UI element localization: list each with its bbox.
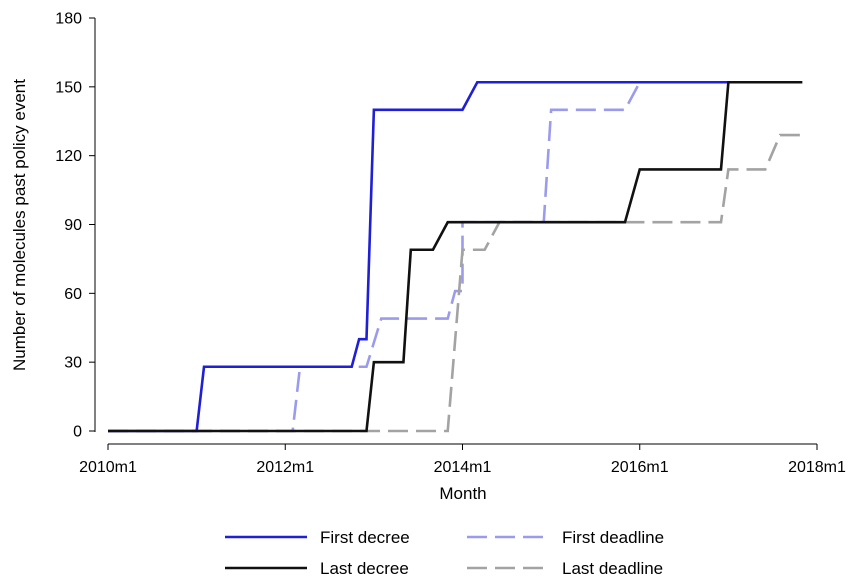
y-ticks: 0 30 60 90 120 150 180 — [55, 11, 95, 441]
series-line-last-deadline — [108, 133, 803, 433]
x-tick-label-2012m1: 2012m1 — [256, 459, 314, 476]
legend-label-last-decree: Last decree — [320, 559, 409, 578]
y-tick-label-0: 0 — [73, 424, 82, 441]
legend: First decree First deadline Last decree Las… — [225, 528, 664, 578]
legend-label-last-deadline: Last deadline — [562, 559, 663, 578]
y-tick-label-120: 120 — [55, 148, 82, 165]
legend-label-first-deadline: First deadline — [562, 528, 664, 547]
y-tick-label-60: 60 — [64, 286, 82, 303]
x-tick-label-2010m1: 2010m1 — [79, 459, 137, 476]
x-axis-title: Month — [439, 484, 486, 503]
series-lines — [108, 80, 803, 433]
y-tick-label-150: 150 — [55, 79, 82, 96]
series-line-first-decree — [108, 80, 803, 433]
x-tick-label-2016m1: 2016m1 — [611, 459, 669, 476]
y-axis-title: Number of molecules past policy event — [10, 79, 29, 371]
series-line-last-decree — [108, 80, 803, 433]
legend-label-first-decree: First decree — [320, 528, 410, 547]
x-tick-label-2018m1: 2018m1 — [788, 459, 846, 476]
y-tick-label-90: 90 — [64, 217, 82, 234]
series-line-first-deadline — [108, 80, 803, 433]
x-ticks: 2010m1 2012m1 2014m1 2016m1 2018m1 — [79, 444, 846, 476]
x-tick-label-2014m1: 2014m1 — [434, 459, 492, 476]
y-tick-label-30: 30 — [64, 355, 82, 372]
y-tick-label-180: 180 — [55, 11, 82, 28]
